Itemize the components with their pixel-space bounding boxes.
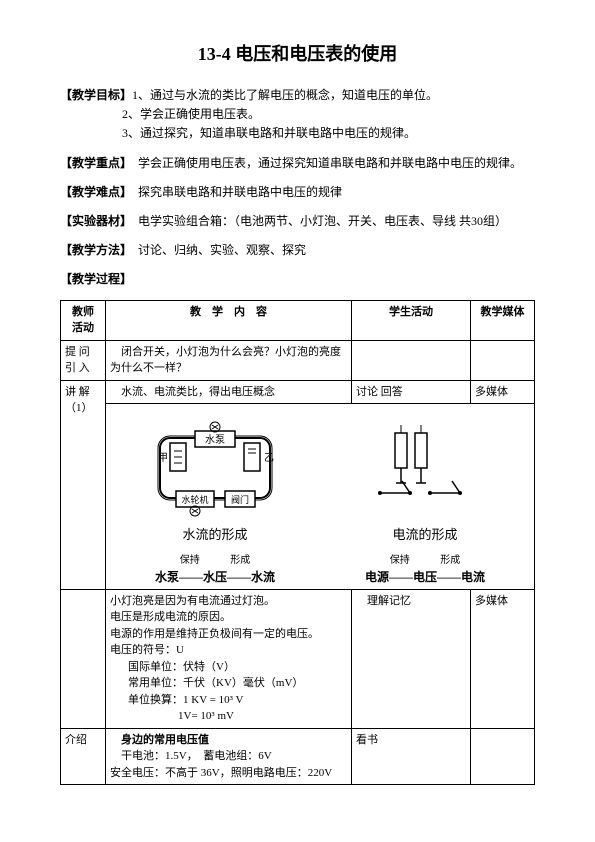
cell-media <box>471 340 535 380</box>
electric-diagram: 电流的形成 <box>320 413 530 545</box>
objectives-block: 【教学目标】1、通过与水流的类比了解电压的概念，知道电压的单位。 2、学会正确使… <box>60 86 535 144</box>
th-media: 教学媒体 <box>471 300 535 340</box>
cell-content: 身边的常用电压值 干电池：1.5V， 蓄电池组：6V 安全电压：不高于 36V，… <box>106 728 352 785</box>
cell-teacher: 介绍 <box>61 728 106 785</box>
svg-text:甲: 甲 <box>158 453 168 464</box>
svg-text:乙: 乙 <box>264 452 274 464</box>
cell-content: 闭合开关，小灯泡为什么会亮？小灯泡的亮度为什么不一样？ <box>106 340 352 380</box>
th-teacher: 教师活动 <box>61 300 106 340</box>
diagram-row: 水泵 水轮机 阀门 甲 乙 <box>61 404 535 590</box>
keypoint-label: 【教学重点】 <box>60 156 126 170</box>
pump-label: 水泵 <box>205 434 225 446</box>
table-row: 小灯泡亮是因为有电流通过灯泡。 电压是形成电流的原因。 电源的作用是维持正负极间… <box>61 589 535 728</box>
cell-student: 看书 <box>352 728 471 785</box>
method-label: 【教学方法】 <box>60 243 126 257</box>
table-row: 提 问引 入 闭合开关，小灯泡为什么会亮？小灯泡的亮度为什么不一样？ <box>61 340 535 380</box>
keypoint-block: 【教学重点】 学会正确使用电压表，通过探究知道串联电路和并联电路中电压的规律。 <box>60 154 535 173</box>
elec-caption: 电流的形成 <box>320 525 530 545</box>
wheel-label: 水轮机 <box>181 494 208 505</box>
cell-teacher: 提 问引 入 <box>61 340 106 380</box>
water-formula: 水泵——水压——水流 <box>155 568 275 586</box>
cell-media: 多媒体 <box>471 589 535 728</box>
cell-student: 理解记忆 <box>352 589 471 728</box>
water-diagram: 水泵 水轮机 阀门 甲 乙 <box>110 413 320 545</box>
cell-media <box>471 728 535 785</box>
equipment-text: 电学实验组合箱：（电池两节、小灯泡、开关、电压表、导线 共30组） <box>138 214 507 228</box>
diagram-cell: 水泵 水轮机 阀门 甲 乙 <box>106 404 535 590</box>
water-caption: 水流的形成 <box>110 525 320 545</box>
objectives-item2: 2、学会正确使用电压表。 <box>60 105 535 124</box>
valve-label: 阀门 <box>231 494 249 505</box>
keypoint-text: 学会正确使用电压表，通过探究知道串联电路和并联电路中电压的规律。 <box>138 156 522 170</box>
elec-formula: 电源——电压——电流 <box>365 568 485 586</box>
equipment-label: 【实验器材】 <box>60 214 126 228</box>
objectives-label: 【教学目标】 <box>60 88 132 102</box>
cell-student: 讨论 回答 <box>352 380 471 404</box>
lesson-table: 教师活动 教 学 内 容 学生活动 教学媒体 提 问引 入 闭合开关，小灯泡为什… <box>60 300 535 786</box>
difficulty-block: 【教学难点】 探究串联电路和并联电路中电压的规律 <box>60 183 535 202</box>
table-row: 介绍 身边的常用电压值 干电池：1.5V， 蓄电池组：6V 安全电压：不高于 3… <box>61 728 535 785</box>
difficulty-label: 【教学难点】 <box>60 185 126 199</box>
th-content: 教 学 内 容 <box>106 300 352 340</box>
method-block: 【教学方法】 讨论、归纳、实验、观察、探究 <box>60 241 535 260</box>
cell-teacher <box>61 589 106 728</box>
objectives-item1: 1、通过与水流的类比了解电压的概念，知道电压的单位。 <box>132 88 438 102</box>
cell-content: 小灯泡亮是因为有电流通过灯泡。 电压是形成电流的原因。 电源的作用是维持正负极间… <box>106 589 352 728</box>
cell-content: 水流、电流类比，得出电压概念 <box>106 380 352 404</box>
table-header-row: 教师活动 教 学 内 容 学生活动 教学媒体 <box>61 300 535 340</box>
th-student: 学生活动 <box>352 300 471 340</box>
cell-student <box>352 340 471 380</box>
objectives-item3: 3、通过探究，知道串联电路和并联电路中电压的规律。 <box>60 124 535 143</box>
difficulty-text: 探究串联电路和并联电路中电压的规律 <box>138 185 342 199</box>
formula-row: 保持 形成 水泵——水压——水流 保持 形成 电源——电压——电流 <box>110 553 530 586</box>
method-text: 讨论、归纳、实验、观察、探究 <box>138 243 306 257</box>
equipment-block: 【实验器材】 电学实验组合箱：（电池两节、小灯泡、开关、电压表、导线 共30组） <box>60 212 535 231</box>
cell-media: 多媒体 <box>471 380 535 404</box>
cell-teacher: 讲 解（1） <box>61 380 106 589</box>
table-row: 讲 解（1） 水流、电流类比，得出电压概念 讨论 回答 多媒体 <box>61 380 535 404</box>
page-title: 13-4 电压和电压表的使用 <box>60 40 535 66</box>
process-label: 【教学过程】 <box>60 270 535 289</box>
